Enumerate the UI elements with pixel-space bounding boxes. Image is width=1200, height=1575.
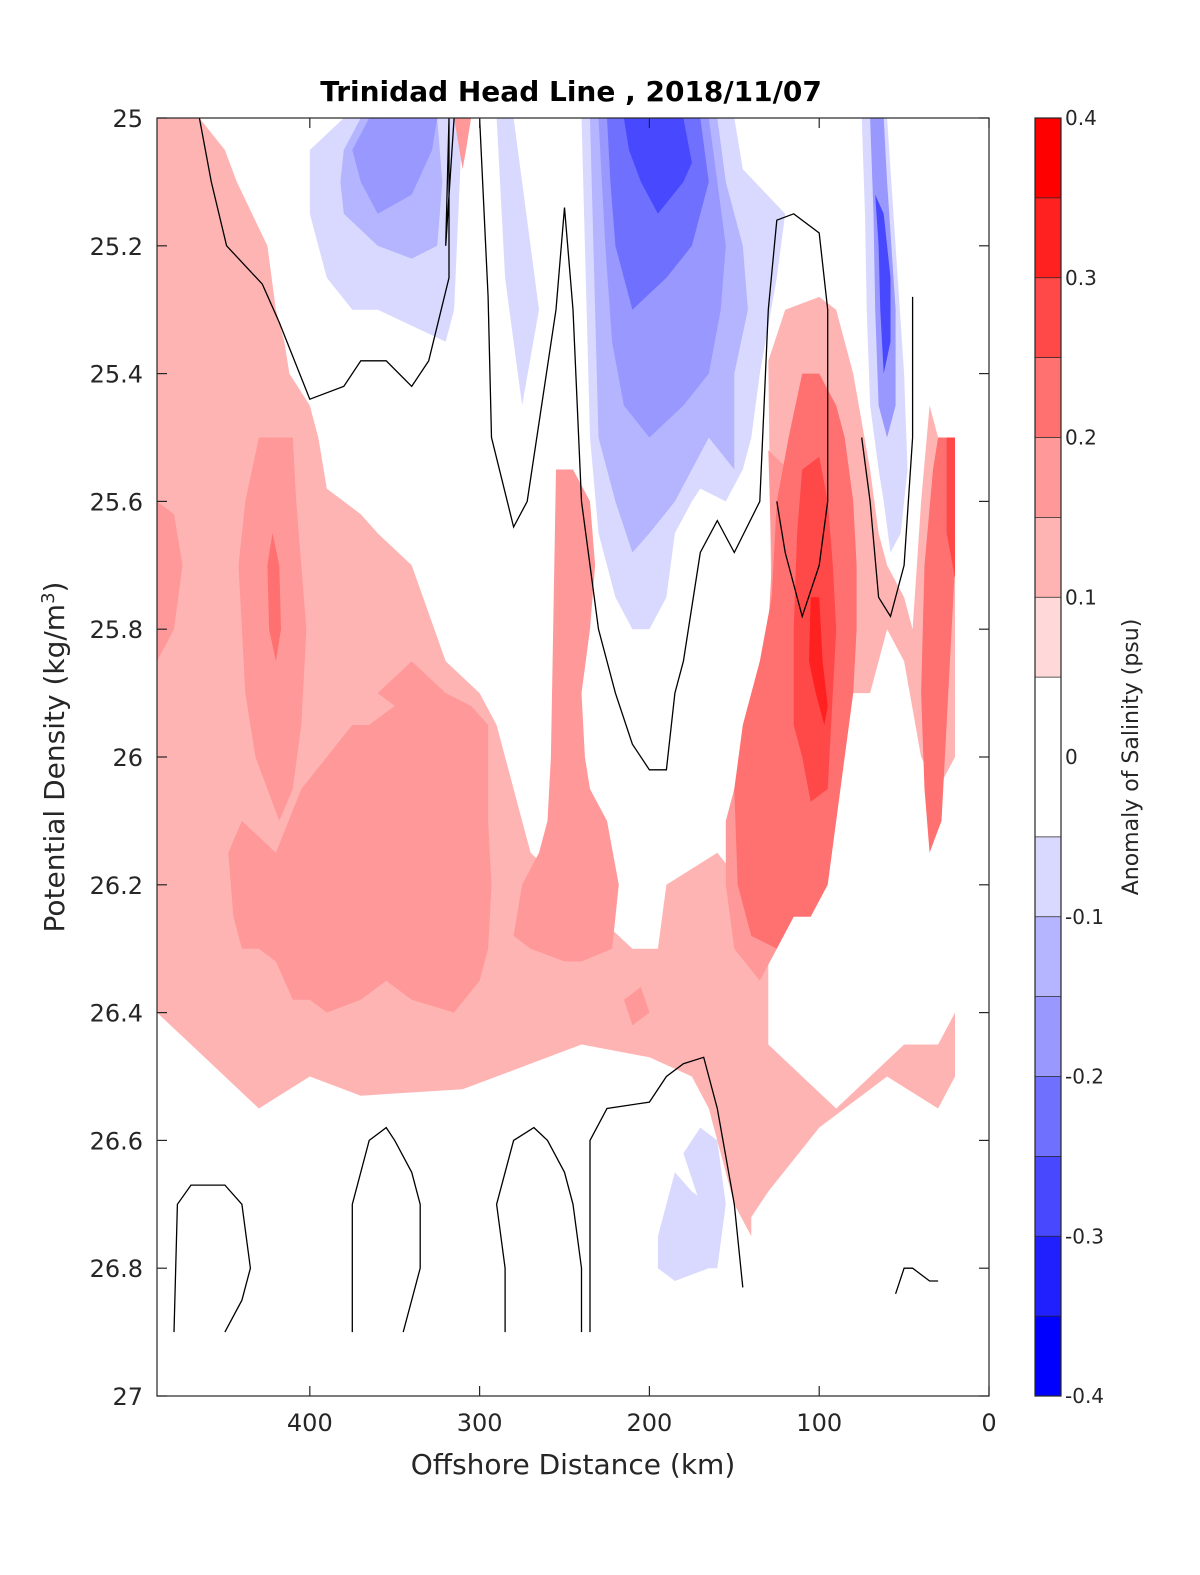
y-tick-label: 26.6 <box>90 1127 143 1155</box>
colorbar-segment <box>1035 277 1061 358</box>
contour-region-neg-coastal-3 <box>875 194 891 374</box>
colorbar-tick-label: 0.3 <box>1065 266 1097 290</box>
colorbar-segment <box>1035 677 1061 837</box>
contour-region-neg-narrow <box>496 118 539 406</box>
colorbar-tick-label: -0.1 <box>1065 905 1104 929</box>
contour-region-pos-small <box>623 987 650 1026</box>
y-axis-label: Potential Density (kg/m3) <box>38 582 71 933</box>
colorbar: 0.4 0.3 0.2 0.1 0 -0.1 -0.2 -0.3 -0.4 <box>1034 106 1104 1408</box>
colorbar-tick-label: 0.4 <box>1065 106 1097 130</box>
y-axis-label-superscript: 3 <box>38 592 59 603</box>
colorbar-segment <box>1035 1156 1061 1237</box>
colorbar-segment <box>1035 836 1061 917</box>
colorbar-tick-label: -0.4 <box>1065 1384 1104 1408</box>
y-tick-label: 25.8 <box>90 616 143 644</box>
zero-contour-line <box>589 1056 744 1333</box>
contour-region-pos-left-core <box>267 533 281 662</box>
zero-contour-line <box>478 117 829 771</box>
contour-region-pos-mid-blob <box>513 469 619 962</box>
zero-contour-line <box>495 1126 583 1333</box>
y-tick-label: 26.2 <box>90 872 143 900</box>
contour-region-neg-deep-2 <box>657 1172 709 1281</box>
zero-contour-line <box>351 1126 421 1333</box>
y-tick-label: 26 <box>112 744 143 772</box>
zero-contour-line <box>198 117 455 401</box>
colorbar-segment <box>1035 1236 1061 1317</box>
x-tick-label: 100 <box>796 1409 842 1437</box>
x-axis-label: Offshore Distance (km) <box>411 1448 736 1481</box>
contour-region-neg-upper-left-3 <box>352 118 438 214</box>
colorbar-tick-label: -0.2 <box>1065 1065 1104 1089</box>
colorbar-segment <box>1035 357 1061 438</box>
contour-region-neg-deep <box>683 1127 726 1269</box>
colorbar-segment <box>1035 916 1061 997</box>
colorbar-segment <box>1035 517 1061 598</box>
contour-region-pos-right-core-2 <box>809 597 828 725</box>
x-tick-label: 200 <box>627 1409 673 1437</box>
zero-contour-line <box>894 1267 939 1295</box>
y-tick-label: 25.4 <box>90 361 143 389</box>
contour-region-neg-main-5 <box>623 118 692 214</box>
y-tick-label: 27 <box>112 1383 143 1411</box>
colorbar-tick-label: 0.1 <box>1065 585 1097 609</box>
y-tick-label: 25.2 <box>90 233 143 261</box>
colorbar-tick-label: 0 <box>1065 745 1078 769</box>
contour-region-pos-center-blob <box>228 661 492 1013</box>
y-tick-label: 26.4 <box>90 1000 143 1028</box>
y-tick-label: 25.6 <box>90 488 143 516</box>
y-axis-label-main: Potential Density (kg/m <box>38 604 71 933</box>
zero-contour-line <box>173 1184 252 1333</box>
colorbar-segment <box>1035 118 1061 198</box>
contour-region-pos-nearshore-core <box>921 437 955 853</box>
colorbar-segment <box>1035 996 1061 1077</box>
contour-region-pos-tiny-top <box>454 118 472 170</box>
colorbar-frame <box>1034 117 1062 1397</box>
colorbar-segment <box>1035 437 1061 518</box>
x-axis-ticks: 400 300 200 100 0 <box>287 118 997 1437</box>
colorbar-tick-label: 0.2 <box>1065 426 1097 450</box>
colorbar-tick-label: -0.3 <box>1065 1224 1104 1248</box>
y-axis-label-close: ) <box>38 582 71 593</box>
zero-contour-lines <box>173 117 939 1333</box>
colorbar-segment <box>1035 1316 1061 1396</box>
colorbar-label: Anomaly of Salinity (psu) <box>1119 619 1144 896</box>
x-tick-label: 400 <box>287 1409 333 1437</box>
zero-contour-line <box>861 296 914 619</box>
y-tick-label: 25 <box>112 105 143 133</box>
y-axis-ticks: 25 25.2 25.4 25.6 25.8 26 26.2 26.4 26.6 26.8 27 <box>90 105 989 1411</box>
x-tick-label: 0 <box>981 1409 996 1437</box>
contour-region-pos-nearshore-core-2 <box>946 437 955 579</box>
y-tick-label: 26.8 <box>90 1255 143 1283</box>
plot-area <box>156 117 990 1397</box>
chart-title: Trinidad Head Line , 2018/11/07 <box>320 75 822 108</box>
contour-region-pos-far-edge <box>157 501 183 662</box>
colorbar-segment <box>1035 597 1061 678</box>
x-tick-label: 300 <box>457 1409 503 1437</box>
colorbar-segment <box>1035 1076 1061 1157</box>
colorbar-segment <box>1035 197 1061 278</box>
